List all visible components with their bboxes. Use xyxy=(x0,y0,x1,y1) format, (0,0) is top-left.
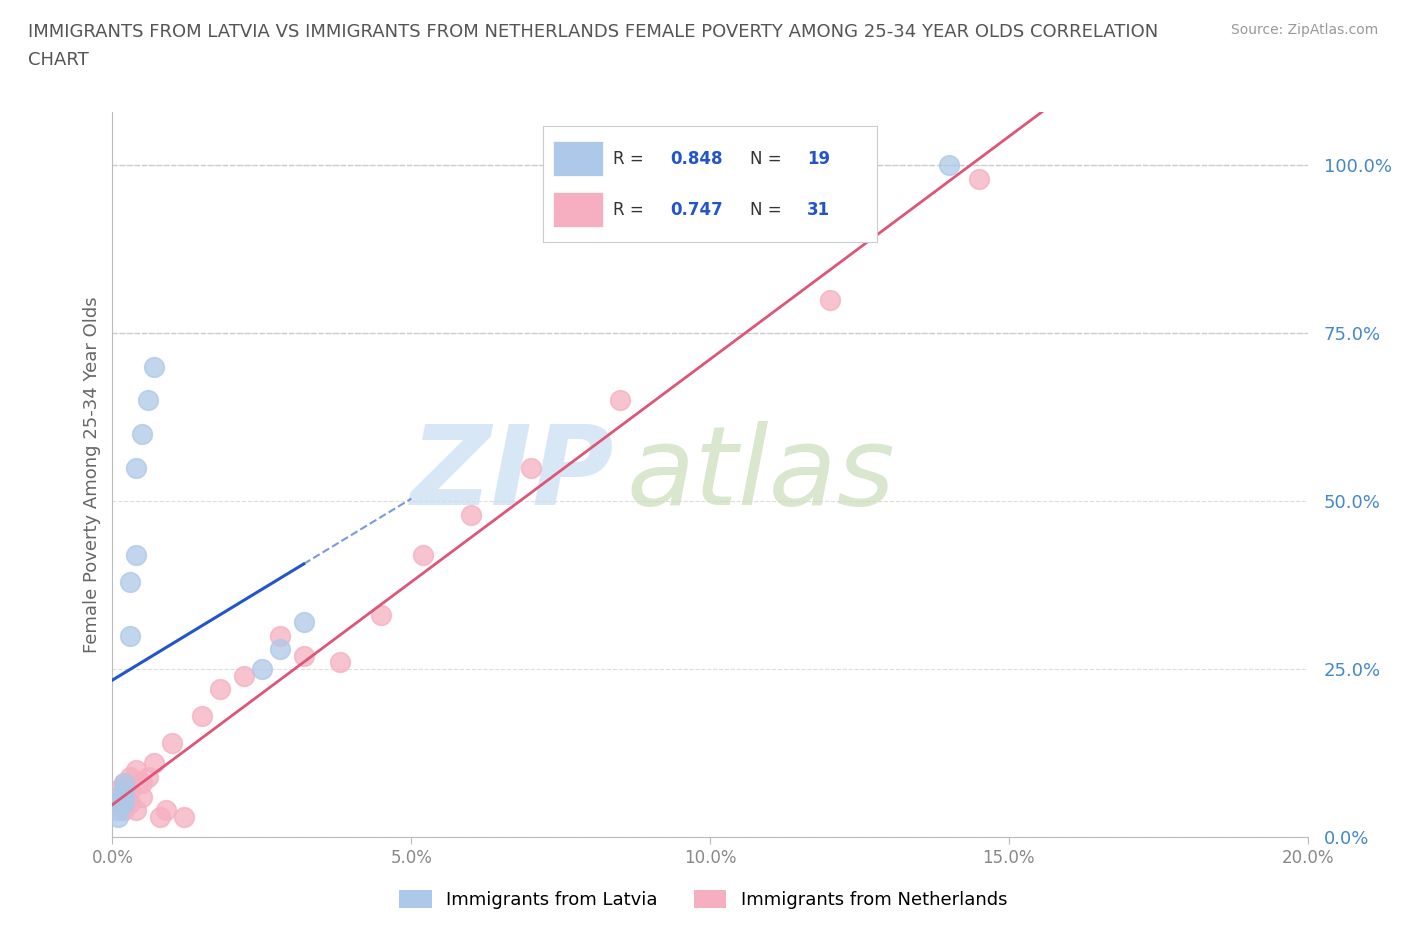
Point xyxy=(114,782,135,797)
Point xyxy=(250,661,273,676)
Point xyxy=(191,709,214,724)
Point xyxy=(114,803,135,817)
Point xyxy=(138,769,160,784)
Point xyxy=(107,796,129,811)
Point xyxy=(292,648,315,663)
Point xyxy=(609,393,631,408)
Point xyxy=(328,655,352,670)
Point xyxy=(155,803,177,817)
Point xyxy=(131,427,153,442)
Point xyxy=(460,507,482,522)
Point xyxy=(107,782,129,797)
Point xyxy=(162,736,183,751)
Point xyxy=(232,669,256,684)
Legend: Immigrants from Latvia, Immigrants from Netherlands: Immigrants from Latvia, Immigrants from … xyxy=(392,883,1014,916)
Text: Source: ZipAtlas.com: Source: ZipAtlas.com xyxy=(1230,23,1378,37)
Point xyxy=(269,642,291,657)
Point xyxy=(125,548,148,563)
Point xyxy=(818,292,841,307)
Point xyxy=(107,809,129,824)
Point xyxy=(143,359,166,374)
Point xyxy=(370,608,392,623)
Point xyxy=(292,615,315,630)
Point xyxy=(114,790,135,804)
Point xyxy=(412,548,434,563)
Point xyxy=(138,393,160,408)
Point xyxy=(520,460,543,475)
Point xyxy=(114,790,135,804)
Point xyxy=(120,796,142,811)
Point xyxy=(967,171,990,186)
Text: IMMIGRANTS FROM LATVIA VS IMMIGRANTS FROM NETHERLANDS FEMALE POVERTY AMONG 25-34: IMMIGRANTS FROM LATVIA VS IMMIGRANTS FRO… xyxy=(28,23,1159,41)
Point xyxy=(120,575,142,590)
Point xyxy=(143,756,166,771)
Point xyxy=(131,790,153,804)
Point xyxy=(125,763,148,777)
Text: ZIP: ZIP xyxy=(411,420,614,528)
Text: atlas: atlas xyxy=(626,420,896,528)
Point xyxy=(120,782,142,797)
Point xyxy=(107,803,129,817)
Point xyxy=(131,776,153,790)
Point xyxy=(208,682,231,697)
Point xyxy=(107,790,129,804)
Point xyxy=(114,776,135,790)
Text: CHART: CHART xyxy=(28,51,89,69)
Point xyxy=(125,460,148,475)
Point xyxy=(125,803,148,817)
Point xyxy=(938,158,960,173)
Point xyxy=(269,628,291,643)
Point xyxy=(173,809,195,824)
Point xyxy=(104,796,127,811)
Point xyxy=(114,776,135,790)
Y-axis label: Female Poverty Among 25-34 Year Olds: Female Poverty Among 25-34 Year Olds xyxy=(83,296,101,653)
Point xyxy=(114,796,135,811)
Point xyxy=(149,809,172,824)
Point xyxy=(120,769,142,784)
Point xyxy=(120,628,142,643)
